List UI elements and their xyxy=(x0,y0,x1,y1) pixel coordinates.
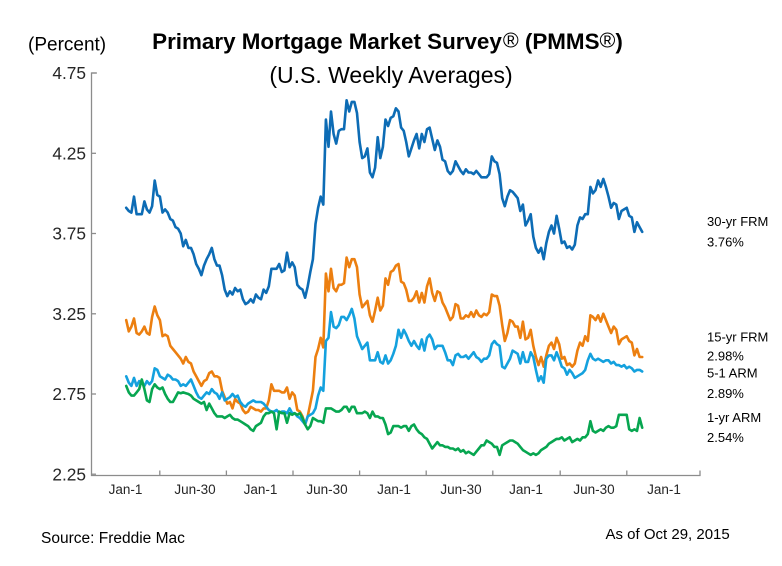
svg-text:(Percent): (Percent) xyxy=(28,35,106,56)
svg-text:2.89%: 2.89% xyxy=(707,386,744,401)
svg-text:30-yr FRM: 30-yr FRM xyxy=(707,214,768,229)
svg-text:Jan-1: Jan-1 xyxy=(244,482,278,497)
svg-text:(U.S. Weekly Averages): (U.S. Weekly Averages) xyxy=(269,62,512,88)
svg-text:Jan-1: Jan-1 xyxy=(647,482,681,497)
svg-text:As of Oct 29, 2015: As of Oct 29, 2015 xyxy=(606,526,730,543)
svg-text:Primary Mortgage Market Survey: Primary Mortgage Market Survey® (PMMS®) xyxy=(152,28,623,54)
svg-text:2.25: 2.25 xyxy=(52,464,86,484)
svg-text:Jun-30: Jun-30 xyxy=(306,482,347,497)
svg-text:4.75: 4.75 xyxy=(52,63,86,83)
svg-text:15-yr FRM: 15-yr FRM xyxy=(707,330,768,345)
svg-text:5-1 ARM: 5-1 ARM xyxy=(707,365,758,380)
svg-text:3.25: 3.25 xyxy=(52,304,86,324)
svg-text:Jun-30: Jun-30 xyxy=(440,482,481,497)
svg-text:Jan-1: Jan-1 xyxy=(509,482,543,497)
svg-text:Jan-1: Jan-1 xyxy=(377,482,411,497)
svg-text:Source: Freddie Mac: Source: Freddie Mac xyxy=(41,530,185,547)
svg-text:2.75: 2.75 xyxy=(52,384,86,404)
svg-text:2.54%: 2.54% xyxy=(707,430,744,445)
svg-text:2.98%: 2.98% xyxy=(707,349,744,364)
svg-text:3.76%: 3.76% xyxy=(707,235,744,250)
svg-text:Jun-30: Jun-30 xyxy=(573,482,614,497)
svg-text:Jun-30: Jun-30 xyxy=(174,482,215,497)
svg-text:Jan-1: Jan-1 xyxy=(109,482,143,497)
svg-text:3.75: 3.75 xyxy=(52,224,86,244)
svg-text:1-yr ARM: 1-yr ARM xyxy=(707,410,761,425)
svg-text:4.25: 4.25 xyxy=(52,143,86,163)
